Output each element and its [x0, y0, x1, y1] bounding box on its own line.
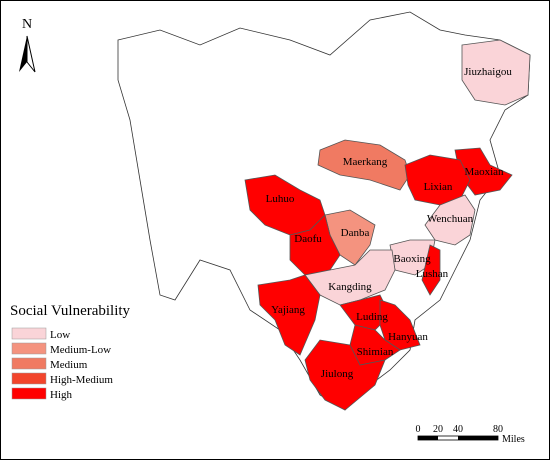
legend-title: Social Vulnerability — [10, 303, 131, 319]
scale-tick-label: 0 — [416, 424, 421, 435]
county-label: Hanyuan — [388, 331, 428, 343]
county-label: Baoxing — [393, 253, 431, 265]
scale-unit: Miles — [502, 434, 525, 445]
county — [257, 274, 321, 356]
county — [304, 339, 386, 411]
county-label: Luding — [356, 311, 388, 323]
county-label: Kangding — [328, 281, 372, 293]
county-label: Maerkang — [343, 156, 388, 168]
county-label: Lushan — [416, 268, 449, 280]
legend-swatch — [11, 372, 47, 385]
county-label: Wenchuan — [427, 213, 474, 225]
county — [289, 214, 341, 276]
legend-label: Medium-Low — [50, 344, 111, 356]
county — [461, 39, 531, 106]
county-label: Luhuo — [266, 193, 295, 205]
county-label: Shimian — [357, 346, 394, 358]
county — [379, 299, 421, 351]
legend-swatch — [11, 357, 47, 370]
county-label: Daofu — [294, 233, 322, 245]
county-label: Danba — [341, 227, 370, 239]
legend-swatch — [11, 327, 47, 340]
legend-label: Low — [50, 329, 70, 341]
north-arrow-right — [26, 35, 36, 73]
legend-swatch — [11, 387, 47, 400]
county — [317, 139, 411, 191]
scale-tick-label: 40 — [453, 424, 463, 435]
county — [424, 194, 476, 246]
legend: Social Vulnerability Low Medium-Low Medium… — [10, 303, 131, 401]
scale-bar-segment — [418, 436, 438, 440]
north-arrow-left — [19, 36, 27, 72]
scale-bar-segment — [458, 436, 498, 440]
legend-swatch — [11, 342, 47, 355]
scale-tick-label: 20 — [433, 424, 443, 435]
legend-label: High — [50, 389, 73, 401]
county-label: Jiuzhaigou — [464, 66, 512, 78]
county-label: Yajiang — [271, 304, 305, 316]
legend-label: Medium — [50, 359, 88, 371]
north-label: N — [22, 17, 32, 32]
scale-tick-label: 80 — [493, 424, 503, 435]
county-label: Jiulong — [321, 368, 354, 380]
county-label: Maoxian — [464, 166, 504, 178]
north-arrow: N — [19, 17, 36, 73]
county-label: Lixian — [424, 181, 453, 193]
counties: Jiuzhaigou Maerkang Maoxian Lixian Wenchuan L… — [244, 39, 531, 411]
legend-label: High-Medium — [50, 374, 113, 386]
county — [421, 244, 441, 296]
